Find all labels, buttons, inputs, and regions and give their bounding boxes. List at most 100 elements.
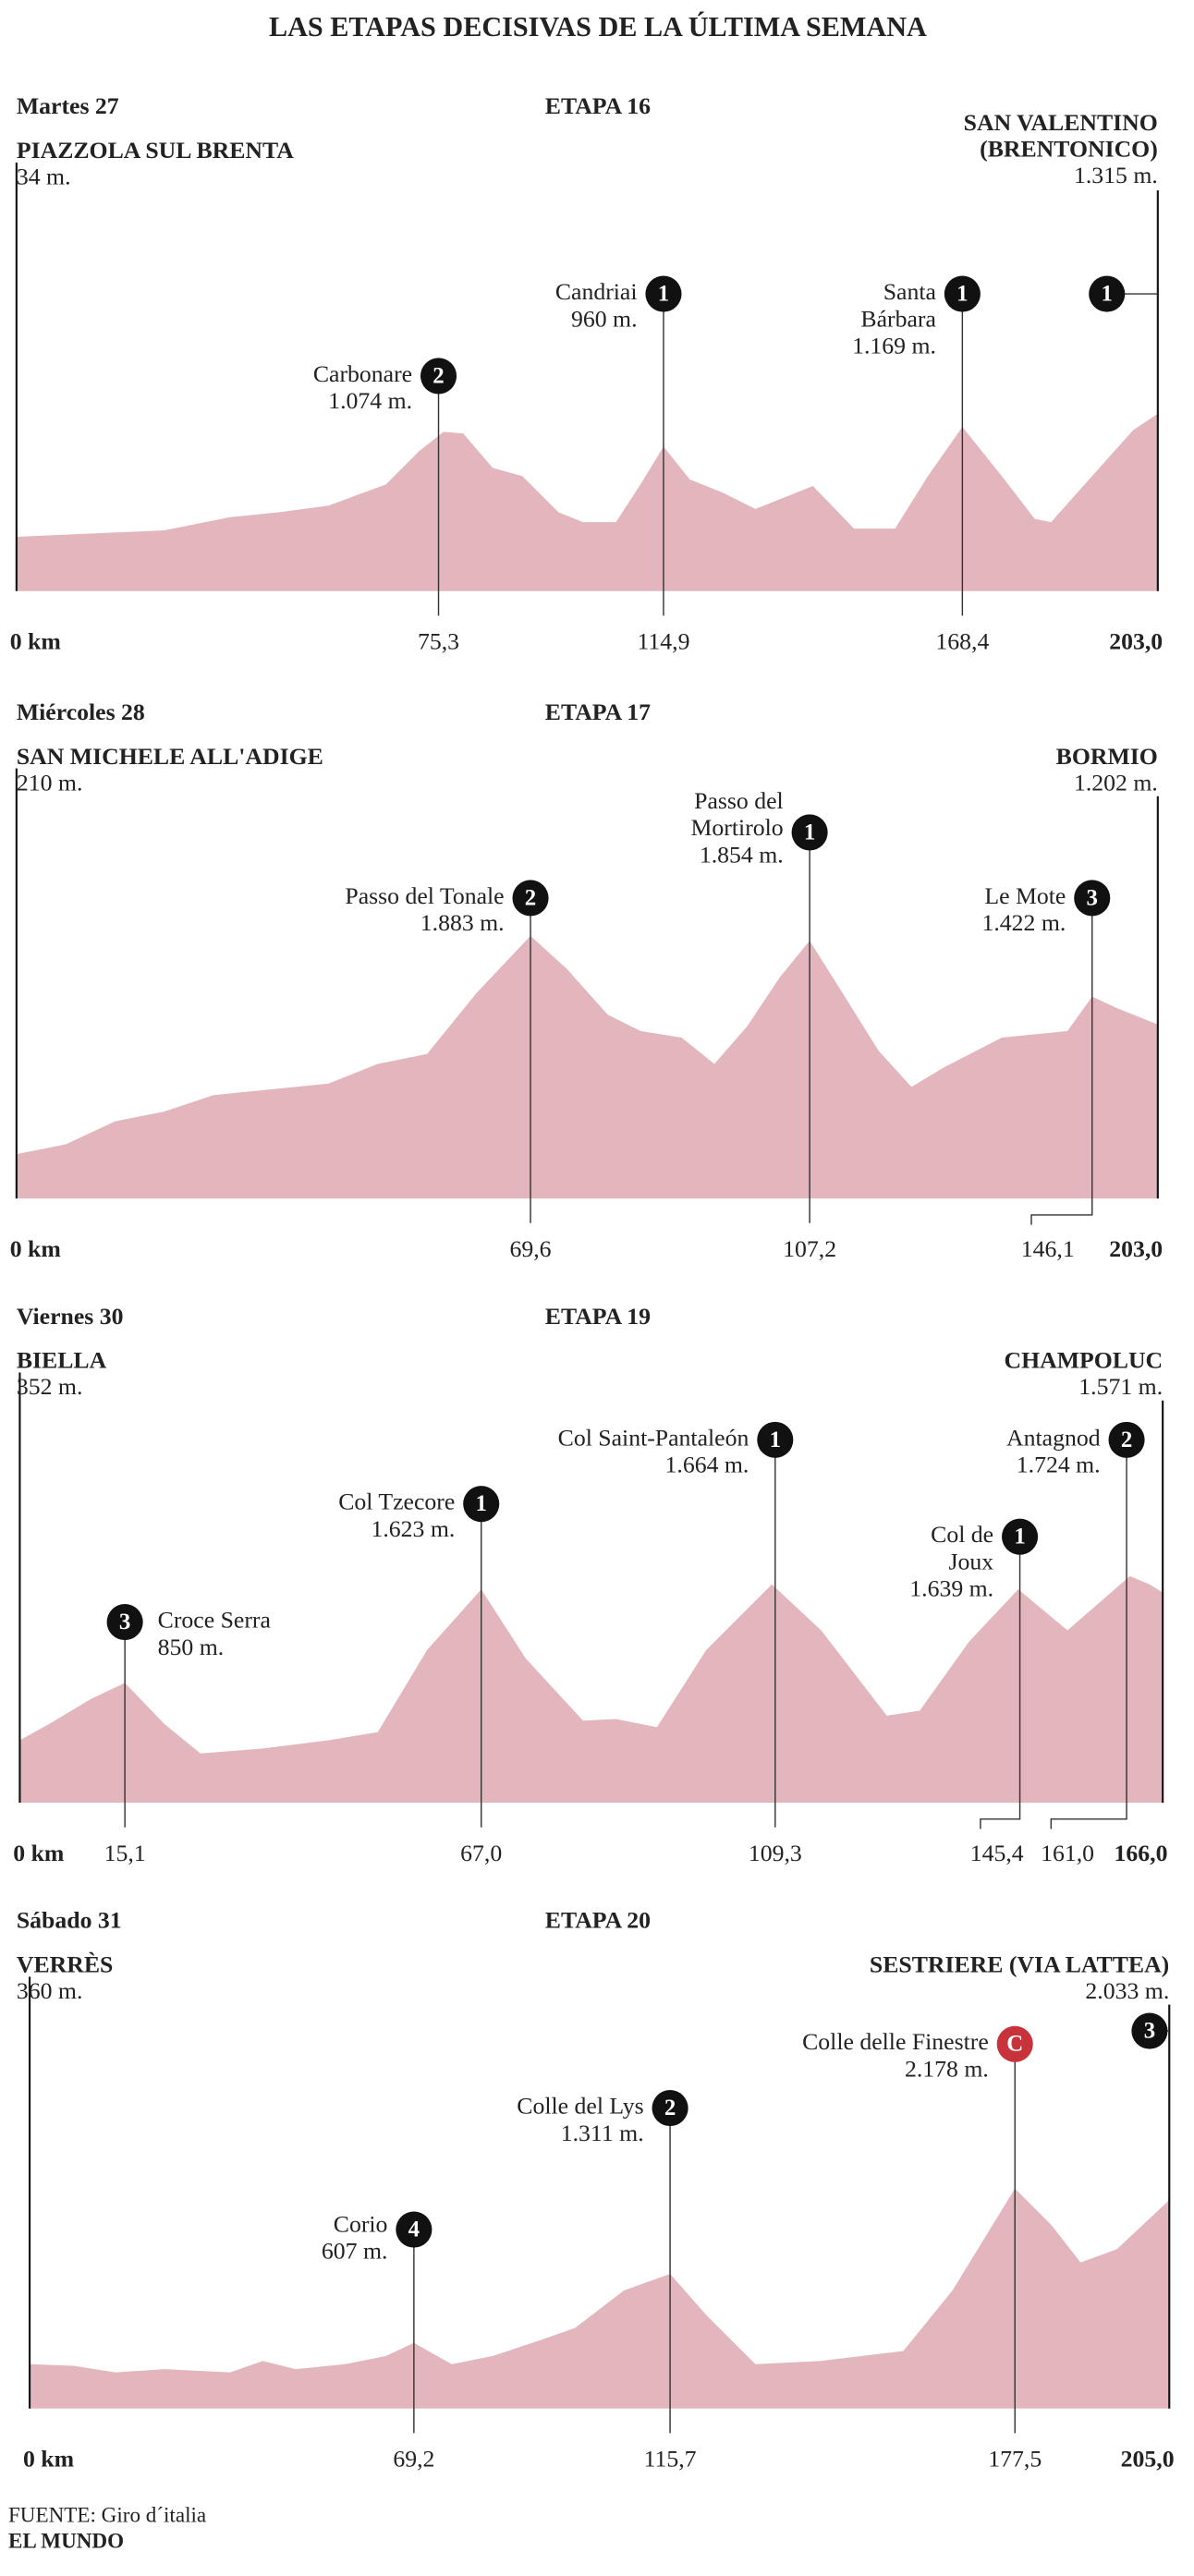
category-label: 1 <box>770 1428 781 1452</box>
climb-altitude: 850 m. <box>158 1634 225 1660</box>
finish-name: SESTRIERE (VIA LATTEA) <box>870 1951 1169 1978</box>
climb-km: 109,3 <box>749 1840 802 1866</box>
climb-name: Candriai <box>555 278 638 305</box>
climb-altitude: 1.623 m. <box>371 1515 455 1542</box>
category-label: 3 <box>1144 2019 1155 2044</box>
finish-altitude: 1.202 m. <box>1074 769 1158 796</box>
start-altitude: 352 m. <box>17 1373 83 1400</box>
category-marker <box>420 358 457 395</box>
climb-altitude: 1.074 m. <box>328 387 412 414</box>
climb-altitude: 1.639 m. <box>909 1575 993 1602</box>
climb-name: Antagnod <box>1006 1424 1101 1451</box>
climb-km: 15,1 <box>104 1840 146 1866</box>
category-marker <box>1002 1518 1039 1555</box>
climb-altitude: 1.422 m. <box>981 909 1066 936</box>
category-label: 2 <box>1121 1428 1132 1452</box>
category-label: C <box>1006 2032 1023 2057</box>
category-label: 2 <box>664 2096 676 2120</box>
stage-number: ETAPA 16 <box>545 92 651 119</box>
climb-km: 69,2 <box>393 2446 434 2473</box>
category-marker <box>1131 2012 1168 2049</box>
category-marker <box>1108 1421 1145 1458</box>
end-km: 203,0 <box>1109 627 1163 654</box>
category-marker <box>396 2211 433 2248</box>
climb-name: Passo del <box>694 787 784 814</box>
climb-name: Croce Serra <box>158 1607 272 1634</box>
elevation-profile <box>16 935 1158 1199</box>
leader-line <box>1030 897 1093 1225</box>
climb-km: 69,6 <box>510 1235 552 1262</box>
category-marker <box>512 880 549 917</box>
start-km: 0 km <box>10 1235 62 1262</box>
climb-altitude: 1.311 m. <box>561 2120 644 2146</box>
leader-line <box>980 1537 1021 1829</box>
category-marker <box>757 1421 794 1458</box>
climb-name: Passo del Tonale <box>345 882 504 909</box>
climb-name: Col de <box>931 1521 993 1548</box>
climb-km: 146,1 <box>1021 1235 1075 1262</box>
climb-km: 161,0 <box>1041 1840 1094 1866</box>
category-label: 1 <box>1102 282 1113 307</box>
finish-name: (BRENTONICO) <box>980 135 1158 162</box>
climb-altitude: 1.664 m. <box>665 1452 749 1478</box>
climb-km: 168,4 <box>935 627 989 654</box>
climb-altitude: 960 m. <box>571 305 638 332</box>
climb-name: Carbonare <box>313 360 412 387</box>
category-label: 4 <box>408 2218 420 2242</box>
category-label: 1 <box>658 282 669 307</box>
climb-name: Colle delle Finestre <box>802 2028 989 2055</box>
climb-altitude: 1.724 m. <box>1017 1452 1101 1478</box>
climb-name: Colle del Lys <box>517 2092 643 2119</box>
elevation-profile <box>19 1575 1164 1804</box>
category-label: 1 <box>476 1491 487 1516</box>
climb-km: 75,3 <box>418 627 459 654</box>
category-label: 3 <box>1087 885 1098 910</box>
end-km: 203,0 <box>1109 1235 1163 1262</box>
start-name: SAN MICHELE ALL'ADIGE <box>17 743 323 770</box>
category-marker <box>463 1486 500 1523</box>
climb-name: Col Tzecore <box>338 1488 455 1515</box>
climb-name: Le Mote <box>984 882 1066 909</box>
climb-name: Santa <box>883 278 937 305</box>
climb-km: 114,9 <box>637 627 689 654</box>
stage-date: Viernes 30 <box>17 1303 124 1330</box>
category-label: 2 <box>525 885 536 910</box>
category-marker <box>791 814 828 851</box>
stage-number: ETAPA 20 <box>545 1907 651 1934</box>
stage-number: ETAPA 17 <box>545 699 651 725</box>
start-name: VERRÈS <box>17 1951 113 1978</box>
climb-altitude: 607 m. <box>322 2238 388 2265</box>
category-label: 1 <box>1014 1525 1025 1549</box>
climb-altitude: 1.883 m. <box>420 909 505 936</box>
climb-name: Bárbara <box>860 305 936 332</box>
stage-date: Miércoles 28 <box>17 699 145 725</box>
end-km: 205,0 <box>1121 2446 1175 2473</box>
category-label: 2 <box>433 363 444 388</box>
source: FUENTE: Giro d´italia <box>8 2502 206 2526</box>
climb-km: 67,0 <box>460 1840 502 1866</box>
climb-km: 177,5 <box>988 2446 1042 2473</box>
category-marker <box>106 1604 143 1641</box>
climb-altitude: 1.854 m. <box>700 841 784 868</box>
start-altitude: 210 m. <box>17 769 83 796</box>
start-altitude: 360 m. <box>17 1977 83 2004</box>
climb-name: Mortirolo <box>691 814 784 841</box>
climb-km: 145,4 <box>970 1840 1024 1866</box>
category-marker <box>645 275 682 312</box>
stage-date: Sábado 31 <box>17 1907 122 1934</box>
finish-name: BORMIO <box>1056 743 1158 770</box>
category-marker <box>944 275 981 312</box>
climb-altitude: 1.169 m. <box>852 333 936 359</box>
finish-altitude: 2.033 m. <box>1085 1977 1169 2004</box>
category-label: 1 <box>804 820 815 844</box>
start-name: BIELLA <box>17 1347 107 1374</box>
leader-line <box>1050 1440 1127 1829</box>
climb-km: 107,2 <box>783 1235 836 1262</box>
finish-name: CHAMPOLUC <box>1004 1347 1163 1374</box>
elevation-profile <box>30 2188 1170 2409</box>
climb-name: Col Saint-Pantaleón <box>558 1424 749 1451</box>
publisher: EL MUNDO <box>8 2529 124 2553</box>
climb-name: Corio <box>334 2210 388 2237</box>
finish-altitude: 1.571 m. <box>1078 1373 1163 1400</box>
